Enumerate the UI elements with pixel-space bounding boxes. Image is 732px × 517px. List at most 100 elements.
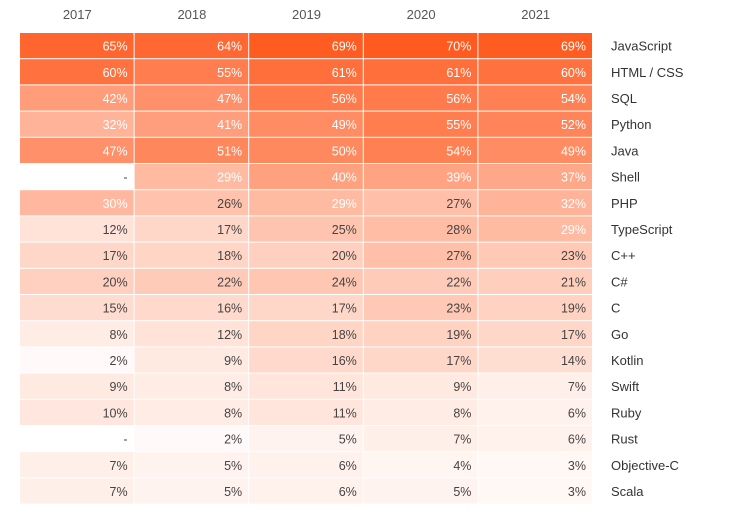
cell-java-2021	[478, 137, 592, 163]
cell-label: 27%	[446, 249, 471, 263]
year-header-2019: 2019	[292, 7, 321, 22]
language-label: Objective-C	[611, 458, 679, 473]
cell-kotlin-2021	[478, 347, 592, 373]
cell-label: 69%	[561, 40, 586, 54]
language-label: Swift	[611, 379, 640, 394]
cell-shell-2018	[134, 164, 249, 190]
cell-label: 37%	[561, 171, 586, 185]
cell-scala-2019	[249, 478, 363, 504]
cell-label: 29%	[217, 171, 242, 185]
language-label: Scala	[611, 484, 644, 499]
cell-shell-2021	[478, 164, 592, 190]
cell-label: 47%	[103, 144, 128, 158]
cell-label: 61%	[332, 66, 357, 80]
cell-java-2018	[134, 137, 249, 163]
cell-label: 9%	[224, 354, 242, 368]
cell-label: 12%	[217, 328, 242, 342]
cell-label: 55%	[446, 118, 471, 132]
cell-swift-2019	[249, 373, 363, 399]
cell-typescript-2019	[249, 216, 363, 242]
cell-label: 27%	[446, 197, 471, 211]
cell-label: 23%	[446, 302, 471, 316]
cell-label: 15%	[103, 302, 128, 316]
cell-swift-2018	[134, 373, 249, 399]
cell-objective-c-2021	[478, 452, 592, 478]
cell-label: 26%	[217, 197, 242, 211]
cell-c--2018	[134, 242, 249, 268]
cell-rust-2020	[363, 426, 478, 452]
cell-label: 6%	[339, 459, 357, 473]
cell-label: 5%	[224, 459, 242, 473]
cell-label: 20%	[103, 275, 128, 289]
cell-c-2019	[249, 295, 363, 321]
cell-ruby-2021	[478, 399, 592, 425]
cell-ruby-2018	[134, 399, 249, 425]
cell-label: 49%	[332, 118, 357, 132]
cell-label: 54%	[446, 144, 471, 158]
cell-label: 29%	[561, 223, 586, 237]
cell-label: 47%	[217, 92, 242, 106]
language-label: Kotlin	[611, 353, 644, 368]
cell-go-2017	[20, 321, 134, 347]
language-label: C++	[611, 248, 636, 263]
cell-python-2018	[134, 111, 249, 137]
language-label: TypeScript	[611, 222, 673, 237]
cell-label: 39%	[446, 171, 471, 185]
cell-typescript-2020	[363, 216, 478, 242]
cell-kotlin-2018	[134, 347, 249, 373]
cell-label: 22%	[217, 275, 242, 289]
cell-label: 23%	[561, 249, 586, 263]
cell-c-2021	[478, 295, 592, 321]
cell-javascript-2021	[478, 33, 592, 59]
language-label: HTML / CSS	[611, 65, 684, 80]
language-label: Ruby	[611, 405, 642, 420]
cell-label: 32%	[561, 197, 586, 211]
cell-python-2020	[363, 111, 478, 137]
cell-typescript-2021	[478, 216, 592, 242]
year-header-2020: 2020	[407, 7, 436, 22]
cell-label: 7%	[568, 380, 586, 394]
cell-go-2019	[249, 321, 363, 347]
language-label: Go	[611, 327, 628, 342]
cell-go-2018	[134, 321, 249, 347]
cell-label: 3%	[568, 485, 586, 499]
cell-objective-c-2020	[363, 452, 478, 478]
cell-label: 41%	[217, 118, 242, 132]
cell-swift-2017	[20, 373, 134, 399]
cell-sql-2017	[20, 85, 134, 111]
cell-label: 2%	[110, 354, 128, 368]
cell-label: 7%	[110, 459, 128, 473]
cell-label: 56%	[446, 92, 471, 106]
cell-label: 55%	[217, 66, 242, 80]
cell-shell-2017	[20, 164, 134, 190]
language-label: Python	[611, 117, 651, 132]
cell-scala-2017	[20, 478, 134, 504]
cell-kotlin-2020	[363, 347, 478, 373]
cell-html-css-2017	[20, 59, 134, 85]
cell-label: 17%	[217, 223, 242, 237]
cell-ruby-2017	[20, 399, 134, 425]
cell-php-2017	[20, 190, 134, 216]
cell-ruby-2019	[249, 399, 363, 425]
cell-label: 49%	[561, 144, 586, 158]
cell-label: 10%	[103, 406, 128, 420]
cell-label: 54%	[561, 92, 586, 106]
cell-label: 42%	[103, 92, 128, 106]
cell-ruby-2020	[363, 399, 478, 425]
language-label: Rust	[611, 432, 638, 447]
cell-label: 18%	[332, 328, 357, 342]
cell-php-2018	[134, 190, 249, 216]
cell-c--2021	[478, 242, 592, 268]
cell-c--2017	[20, 268, 134, 294]
cell-c--2019	[249, 268, 363, 294]
cell-label: 24%	[332, 275, 357, 289]
cell-label: 69%	[332, 40, 357, 54]
cell-typescript-2018	[134, 216, 249, 242]
cell-c-2018	[134, 295, 249, 321]
cell-label: 11%	[333, 406, 357, 420]
cell-html-css-2021	[478, 59, 592, 85]
cell-c-2020	[363, 295, 478, 321]
heatmap-cells: 65% 64% 69% 70% 69% 60% 55% 61% 61% 60% 42% 47% 56% 5…	[20, 33, 592, 504]
cell-label: 4%	[453, 459, 471, 473]
cell-label: 7%	[453, 433, 471, 447]
